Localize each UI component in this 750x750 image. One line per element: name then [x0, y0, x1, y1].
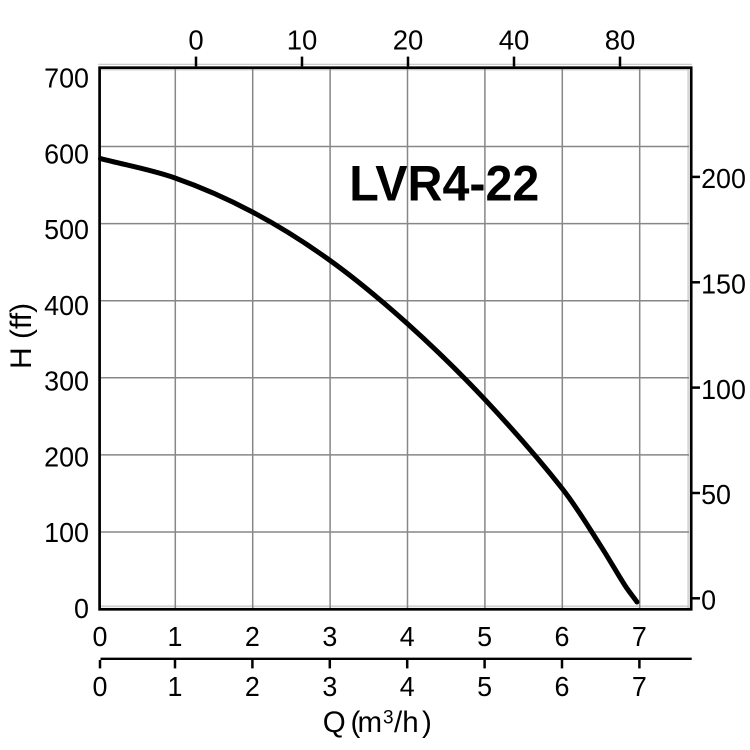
svg-text:400: 400: [44, 289, 89, 321]
svg-text:6: 6: [555, 670, 570, 702]
svg-text:40: 40: [499, 24, 530, 55]
svg-text:4: 4: [400, 670, 415, 702]
svg-text:50: 50: [701, 479, 731, 511]
svg-text:600: 600: [44, 138, 89, 170]
svg-text:20: 20: [393, 24, 424, 55]
svg-text:Q(m3/h): Q (m3/h): [323, 706, 432, 739]
svg-text:300: 300: [44, 365, 89, 397]
svg-text:7: 7: [632, 620, 647, 652]
svg-text:1: 1: [168, 620, 183, 652]
svg-text:150: 150: [701, 268, 746, 300]
svg-text:100: 100: [701, 373, 746, 405]
svg-text:200: 200: [44, 441, 89, 473]
svg-text:0: 0: [188, 24, 203, 55]
svg-text:3: 3: [322, 620, 337, 652]
svg-text:5: 5: [477, 620, 492, 652]
svg-text:700: 700: [44, 62, 89, 94]
svg-text:100: 100: [44, 517, 89, 549]
svg-text:4: 4: [400, 620, 415, 652]
svg-text:2: 2: [245, 620, 260, 652]
svg-text:0: 0: [93, 620, 108, 652]
svg-text:6: 6: [555, 620, 570, 652]
svg-text:200: 200: [701, 163, 746, 195]
svg-text:10: 10: [287, 24, 318, 55]
svg-text:3: 3: [322, 670, 337, 702]
svg-text:0: 0: [93, 670, 108, 702]
svg-text:0: 0: [701, 584, 716, 616]
svg-text:7: 7: [632, 670, 647, 702]
svg-text:5: 5: [477, 670, 492, 702]
svg-text:500: 500: [44, 213, 89, 245]
svg-text:80: 80: [605, 24, 636, 55]
svg-text:0: 0: [74, 592, 89, 624]
svg-text:1: 1: [168, 670, 183, 702]
svg-text:LVR4-22: LVR4-22: [349, 156, 539, 212]
svg-text:2: 2: [245, 670, 260, 702]
svg-text:H (ff): H (ff): [5, 303, 38, 369]
